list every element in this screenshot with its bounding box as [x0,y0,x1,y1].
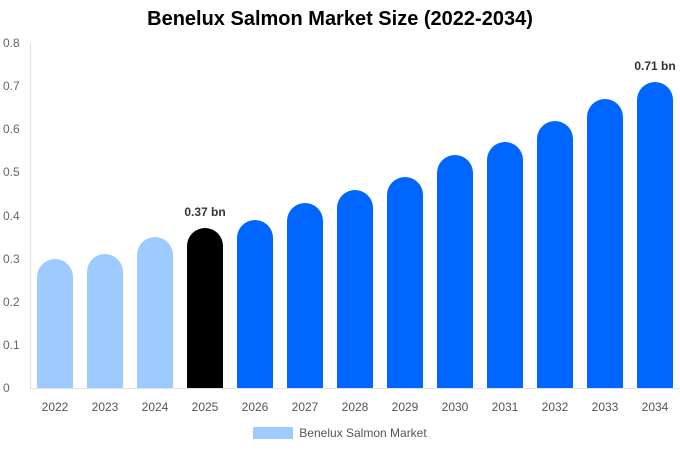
bar-2023 [87,254,123,388]
bar-2034 [637,81,673,388]
legend: Benelux Salmon Market [0,426,680,440]
x-tick-label: 2032 [541,400,569,414]
x-axis-line [30,388,680,389]
y-tick-label: 0.5 [3,165,20,180]
bar-2029 [387,176,423,388]
x-tick-label: 2029 [391,400,419,414]
bar-2032 [537,120,573,388]
bar-2024 [137,237,173,388]
y-tick-label: 0.1 [3,337,20,352]
legend-swatch [253,427,294,439]
x-tick-label: 2030 [441,400,469,414]
x-tick-label: 2031 [491,400,519,414]
bar-2025 [187,228,223,388]
bar-2022 [37,258,73,388]
x-tick-label: 2022 [41,400,69,414]
x-tick-label: 2023 [91,400,119,414]
y-tick-label: 0 [3,381,10,395]
y-tick-label: 0.4 [3,208,20,223]
x-tick-label: 2024 [141,400,169,414]
chart-title: Benelux Salmon Market Size (2022-2034) [147,8,533,30]
y-tick-label: 0.3 [3,251,20,266]
y-tick-label: 0.7 [3,79,20,94]
bar-2028 [337,189,373,388]
bar-2031 [487,142,523,388]
x-tick-label: 2033 [591,400,619,414]
y-axis-line [30,43,31,389]
y-tick-label: 0.2 [3,294,20,309]
bar-2027 [287,202,323,388]
bar-2030 [437,155,473,388]
x-tick-label: 2027 [291,400,319,414]
legend-label: Benelux Salmon Market [299,426,427,440]
bar-2033 [587,99,623,388]
x-tick-label: 2025 [191,400,219,414]
x-tick-label: 2034 [641,400,669,414]
x-tick-label: 2028 [341,400,369,414]
bar-2026 [237,219,273,388]
y-tick-label: 0.8 [3,36,20,50]
data-label-2034: 0.71 bn [634,58,676,73]
data-label-2025: 0.37 bn [184,205,226,220]
x-tick-label: 2026 [241,400,269,414]
plot-area [30,43,680,388]
y-tick-label: 0.6 [3,122,20,137]
